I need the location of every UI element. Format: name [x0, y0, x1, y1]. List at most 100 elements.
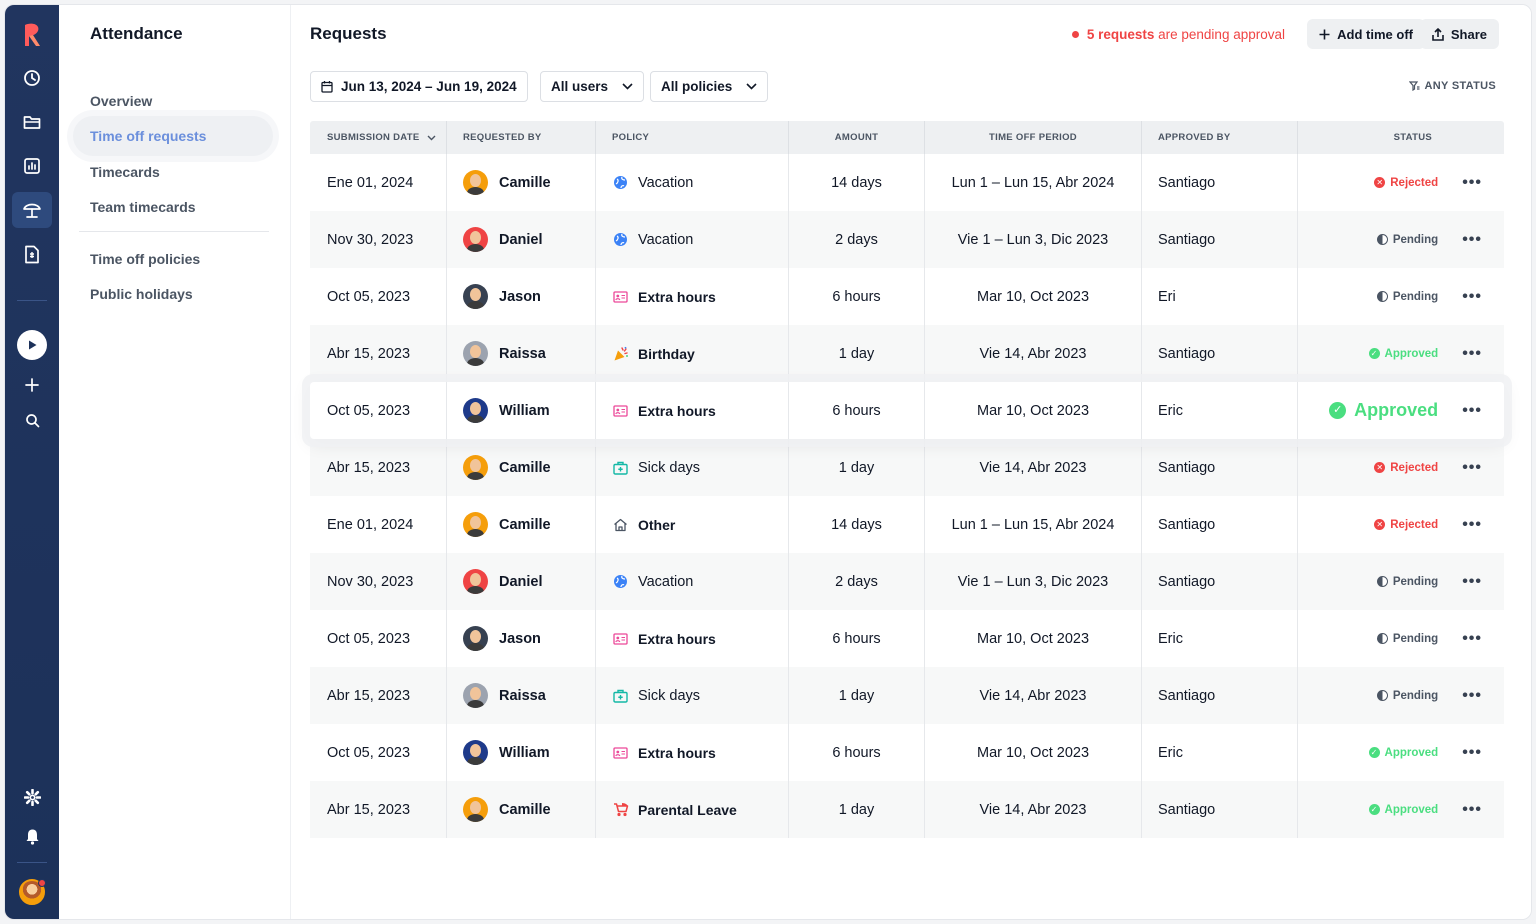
more-options-icon[interactable]: •••: [1462, 629, 1482, 647]
cell-policy: Vacation: [596, 211, 789, 268]
cell-approved-by: Eric: [1142, 382, 1298, 439]
plus-icon[interactable]: [5, 367, 59, 403]
nav-team-timecards[interactable]: Team timecards: [90, 199, 196, 215]
requester-name: Camille: [499, 459, 551, 476]
more-options-icon[interactable]: •••: [1462, 173, 1482, 191]
users-filter[interactable]: All users: [540, 71, 645, 102]
requester-name: Daniel: [499, 231, 543, 248]
gear-icon[interactable]: [5, 779, 59, 815]
cell-requested-by: Daniel: [447, 211, 596, 268]
table-row[interactable]: Abr 15, 2023 Raissa Birthday 1 day Vie 14, A…: [310, 325, 1504, 382]
cell-requested-by: Raissa: [447, 667, 596, 724]
more-options-icon[interactable]: •••: [1462, 515, 1482, 533]
status-pen-icon: [1376, 291, 1388, 302]
document-icon[interactable]: [5, 236, 59, 272]
more-options-icon[interactable]: •••: [1462, 287, 1482, 305]
more-options-icon[interactable]: •••: [1462, 743, 1482, 761]
requester-name: Jason: [499, 288, 541, 305]
policies-filter[interactable]: All policies: [650, 71, 769, 102]
cell-amount: 14 days: [789, 154, 925, 211]
table-row[interactable]: Ene 01, 2024 Camille Other 14 days Lun 1 – L…: [310, 496, 1504, 553]
search-icon[interactable]: [5, 402, 59, 438]
cell-status: Pending •••: [1298, 268, 1504, 325]
chart-icon[interactable]: [5, 148, 59, 184]
nav-public-holidays[interactable]: Public holidays: [90, 286, 193, 302]
cell-approved-by: Santiago: [1142, 211, 1298, 268]
pending-notice[interactable]: 5 requests are pending approval: [1071, 27, 1285, 42]
requester-name: Camille: [499, 516, 551, 533]
more-options-icon[interactable]: •••: [1462, 800, 1482, 818]
col-approved-by: APPROVED BY: [1142, 121, 1298, 154]
cell-policy: Vacation: [596, 154, 789, 211]
policy-name: Vacation: [638, 174, 694, 191]
table-row[interactable]: Oct 05, 2023 William Extra hours 6 hours Mar…: [310, 382, 1504, 439]
logo-icon[interactable]: [5, 17, 59, 53]
cell-approved-by: Santiago: [1142, 781, 1298, 838]
cell-amount: 6 hours: [789, 268, 925, 325]
table-row[interactable]: Abr 15, 2023 Camille Parental Leave 1 day Vi…: [310, 781, 1504, 838]
cell-time-off-period: Mar 10, Oct 2023: [925, 382, 1142, 439]
cell-policy: Sick days: [596, 667, 789, 724]
bell-icon[interactable]: [5, 818, 59, 854]
globe-icon: [612, 174, 629, 191]
col-submission-date[interactable]: SUBMISSION DATE: [310, 121, 447, 154]
nav-timecards[interactable]: Timecards: [90, 164, 160, 180]
home-icon: [612, 516, 629, 533]
col-policy: POLICY: [596, 121, 789, 154]
more-options-icon[interactable]: •••: [1462, 572, 1482, 590]
status-filter[interactable]: ANY STATUS: [1408, 80, 1496, 92]
policy-name: Sick days: [638, 459, 701, 476]
status-badge: Pending: [1376, 234, 1438, 246]
table-row[interactable]: Oct 05, 2023 William Extra hours 6 hours Mar…: [310, 724, 1504, 781]
cell-requested-by: William: [447, 724, 596, 781]
play-button[interactable]: [5, 327, 59, 363]
cell-amount: 2 days: [789, 211, 925, 268]
umbrella-icon[interactable]: [12, 192, 52, 228]
cell-amount: 6 hours: [789, 724, 925, 781]
cell-submission-date: Oct 05, 2023: [310, 610, 447, 667]
cell-approved-by: Santiago: [1142, 496, 1298, 553]
user-avatar: [463, 398, 488, 423]
cell-submission-date: Nov 30, 2023: [310, 553, 447, 610]
date-range-picker[interactable]: Jun 13, 2024 – Jun 19, 2024: [310, 71, 528, 102]
table-row[interactable]: Oct 05, 2023 Jason Extra hours 6 hours Mar 1…: [310, 610, 1504, 667]
status-label: Rejected: [1390, 176, 1439, 189]
user-avatar: [463, 569, 488, 594]
cell-submission-date: Oct 05, 2023: [310, 268, 447, 325]
nav-overview[interactable]: Overview: [90, 93, 153, 109]
add-time-off-button[interactable]: Add time off: [1307, 19, 1425, 49]
status-label: Pending: [1392, 290, 1439, 303]
policy-name: Extra hours: [638, 402, 716, 419]
table-row[interactable]: Abr 15, 2023 Raissa Sick days 1 day Vie 14, …: [310, 667, 1504, 724]
status-app-icon: ✓: [1368, 348, 1380, 359]
folder-icon[interactable]: [5, 104, 59, 140]
more-options-icon[interactable]: •••: [1462, 686, 1482, 704]
table-row[interactable]: Nov 30, 2023 Daniel Vacation 2 days Vie 1 – …: [310, 211, 1504, 268]
main-content: Requests 5 requests are pending approval…: [291, 5, 1531, 919]
more-options-icon[interactable]: •••: [1462, 230, 1482, 248]
stroller-icon: [612, 801, 629, 818]
cell-amount: 1 day: [789, 781, 925, 838]
cell-policy: Parental Leave: [596, 781, 789, 838]
more-options-icon[interactable]: •••: [1462, 401, 1482, 419]
user-avatar[interactable]: [5, 874, 59, 910]
status-app-icon: ✓: [1368, 747, 1380, 758]
cell-amount: 14 days: [789, 496, 925, 553]
share-button[interactable]: Share: [1419, 19, 1499, 49]
cell-policy: Other: [596, 496, 789, 553]
status-badge: ✕ Rejected: [1374, 177, 1438, 189]
table-row[interactable]: Nov 30, 2023 Daniel Vacation 2 days Vie 1 – …: [310, 553, 1504, 610]
cell-submission-date: Ene 01, 2024: [310, 496, 447, 553]
nav-time-off-policies[interactable]: Time off policies: [90, 251, 201, 267]
requester-name: Camille: [499, 174, 551, 191]
cell-submission-date: Abr 15, 2023: [310, 781, 447, 838]
nav-time-off-requests[interactable]: Time off requests: [73, 116, 273, 156]
table-row[interactable]: Abr 15, 2023 Camille Sick days 1 day Vie 14,…: [310, 439, 1504, 496]
more-options-icon[interactable]: •••: [1462, 458, 1482, 476]
table-row[interactable]: Oct 05, 2023 Jason Extra hours 6 hours Mar 1…: [310, 268, 1504, 325]
more-options-icon[interactable]: •••: [1462, 344, 1482, 362]
clock-icon[interactable]: [5, 60, 59, 96]
table-row[interactable]: Ene 01, 2024 Camille Vacation 14 days Lun 1 …: [310, 154, 1504, 211]
cell-policy: Extra hours: [596, 610, 789, 667]
notification-dot: [38, 879, 46, 887]
